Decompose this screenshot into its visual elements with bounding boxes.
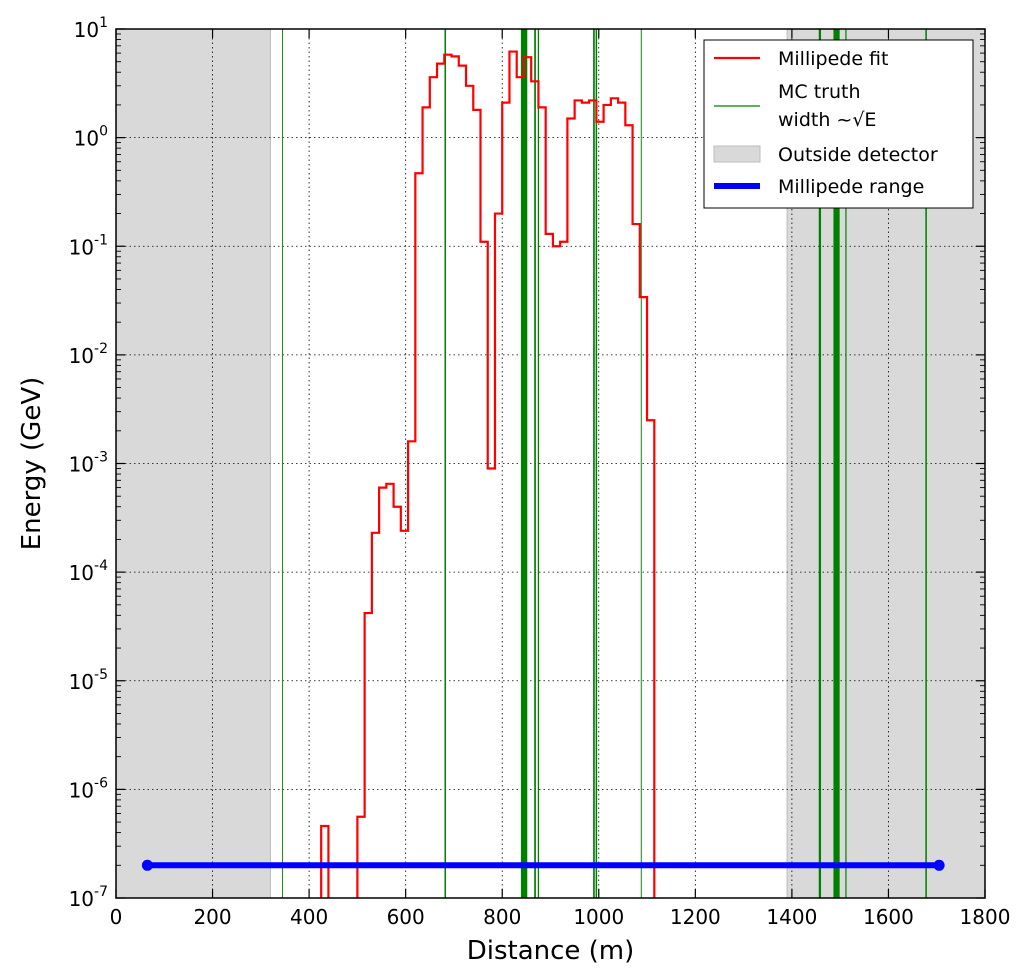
y-tick-base: 10: [69, 778, 94, 802]
y-tick-base: 10: [69, 561, 94, 585]
y-tick-label: 10-1: [69, 232, 108, 259]
y-tick-label: 10-2: [69, 341, 108, 368]
millipede-fit-step: [320, 824, 330, 898]
legend-outside-label: Outside detector: [778, 144, 938, 166]
y-tick-label: 100: [74, 124, 108, 151]
x-tick-label: 400: [290, 905, 328, 929]
x-tick-label: 600: [387, 905, 425, 929]
y-tick-label: 10-3: [69, 450, 108, 477]
legend-outside-swatch: [713, 145, 761, 163]
y-tick-exponent: -4: [94, 558, 108, 574]
x-axis-label: Distance (m): [467, 936, 635, 966]
y-tick-label: 101: [74, 15, 108, 42]
millipede-range-end: [933, 859, 945, 871]
y-tick-base: 10: [69, 887, 94, 911]
y-tick-exponent: -2: [94, 341, 108, 357]
y-tick-exponent: -7: [94, 884, 108, 900]
y-tick-exponent: -3: [94, 450, 108, 466]
y-tick-base: 10: [69, 344, 94, 368]
x-tick-label: 1600: [863, 905, 914, 929]
y-tick-exponent: -6: [94, 775, 108, 791]
millipede-range-start: [141, 859, 153, 871]
millipede-fit-step: [356, 50, 656, 898]
legend-truth-width-label: width ~√E: [778, 109, 876, 131]
y-tick-base: 10: [69, 453, 94, 477]
y-tick-label: 10-5: [69, 667, 108, 694]
legend-range-label: Millipede range: [778, 176, 924, 198]
legend: Millipede fit MC truth width ~√E Outside…: [703, 39, 974, 209]
x-tick-label: 1800: [960, 905, 1011, 929]
x-tick-label: 200: [193, 905, 231, 929]
millipede-range-series: [141, 859, 945, 871]
x-tick-labels: 0 200 400 600 800 1000 1200 1400 1600 1800: [110, 905, 1011, 929]
y-tick-exponent: 0: [99, 124, 108, 140]
millipede-fit-series: [320, 50, 656, 898]
y-tick-label: 10-4: [69, 558, 109, 585]
x-tick-label: 0: [110, 905, 123, 929]
y-tick-exponent: -1: [94, 232, 108, 248]
y-axis-label: Energy (GeV): [17, 377, 47, 551]
y-tick-exponent: -5: [94, 667, 108, 683]
y-tick-base: 10: [74, 127, 99, 151]
y-tick-label: 10-7: [69, 884, 108, 911]
legend-truth-label: MC truth: [778, 81, 861, 103]
y-tick-exponent: 1: [99, 15, 108, 31]
x-tick-label: 800: [483, 905, 521, 929]
y-tick-base: 10: [69, 235, 94, 259]
axis-ticks: [115, 28, 986, 899]
legend-box: [703, 39, 974, 209]
y-tick-base: 10: [74, 18, 99, 42]
x-tick-label: 1400: [766, 905, 817, 929]
legend-fit-label: Millipede fit: [778, 48, 888, 70]
y-tick-label: 10-6: [69, 775, 109, 802]
y-tick-base: 10: [69, 670, 94, 694]
x-tick-label: 1200: [670, 905, 721, 929]
x-tick-label: 1000: [573, 905, 624, 929]
